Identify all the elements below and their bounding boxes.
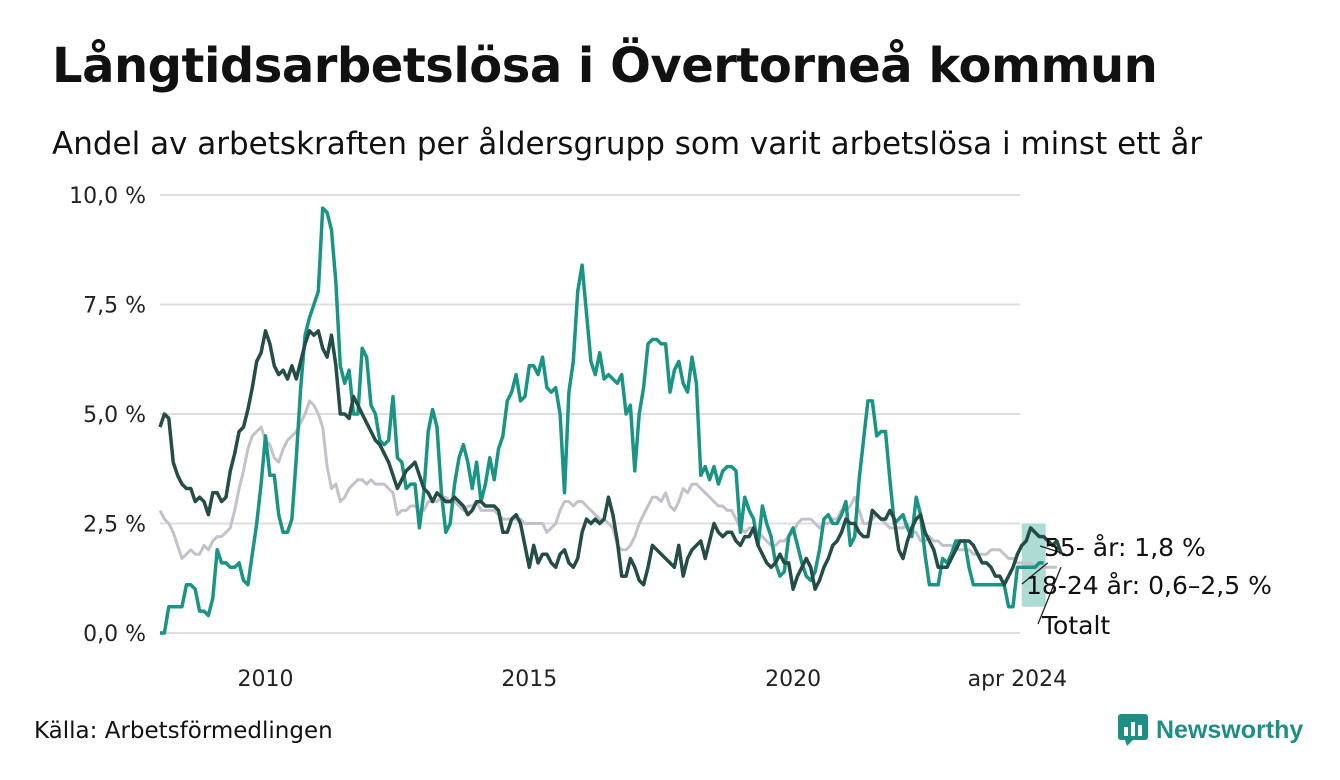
line-chart: 0,0 % 2,5 % 5,0 % 7,5 % 10,0 % 2010 2015 2020 ap… xyxy=(69,184,1272,692)
label-leader-young xyxy=(1021,562,1049,585)
label-leader-total xyxy=(1037,567,1062,625)
x-tick-label: 2010 xyxy=(238,667,294,692)
y-tick-label: 10,0 % xyxy=(69,184,146,209)
series-label-total: Totalt xyxy=(1041,611,1110,640)
brand-name: Newsworthy xyxy=(1156,715,1304,744)
series-line-young xyxy=(160,206,1044,635)
y-tick-label: 0,0 % xyxy=(83,622,146,647)
series-label-senior: 55- år: 1,8 % xyxy=(1044,533,1206,562)
newsworthy-logo-icon xyxy=(1118,714,1148,746)
label-leader-senior xyxy=(1039,545,1066,555)
y-tick-label: 2,5 % xyxy=(83,513,146,538)
brand-logo: Newsworthy xyxy=(1118,714,1303,746)
page-title: Långtidsarbetslösa i Övertorneå kommun xyxy=(52,38,1158,94)
series-label-young: 18-24 år: 0,6–2,5 % xyxy=(1026,571,1272,600)
x-tick-label: 2020 xyxy=(765,667,821,692)
y-tick-label: 5,0 % xyxy=(83,403,146,428)
x-tick-label: 2015 xyxy=(501,667,557,692)
y-tick-label: 7,5 % xyxy=(83,294,146,319)
x-tick-label: apr 2024 xyxy=(968,667,1067,692)
source-note: Källa: Arbetsförmedlingen xyxy=(34,718,333,744)
series-line-senior xyxy=(158,329,1063,591)
page-subtitle: Andel av arbetskraften per åldersgrupp s… xyxy=(52,126,1203,162)
